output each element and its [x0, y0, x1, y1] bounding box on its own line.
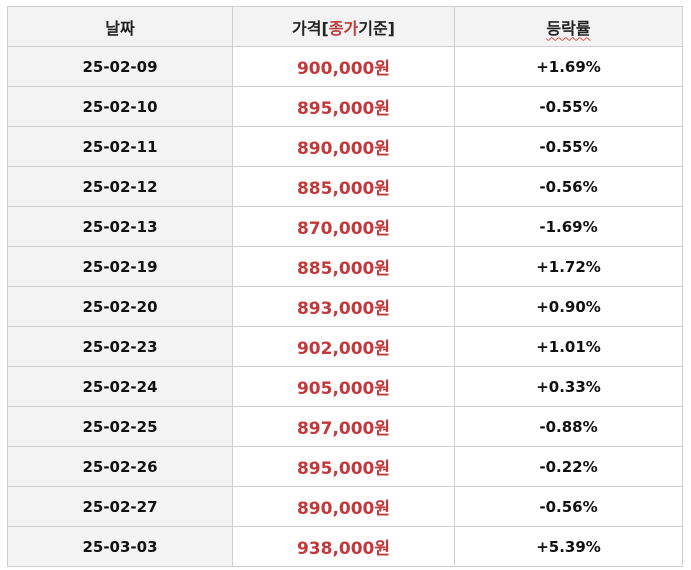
row-price: 885,000원: [232, 166, 455, 207]
table-row: 25-02-09 900,000원 +1.69%: [7, 46, 683, 87]
row-price: 893,000원: [232, 286, 455, 327]
header-price-suffix: 기준]: [358, 18, 395, 38]
row-change: +1.69%: [454, 46, 683, 87]
row-change: -0.56%: [454, 486, 683, 527]
row-date: 25-02-09: [7, 46, 233, 87]
table-row: 25-02-23 902,000원 +1.01%: [7, 326, 683, 367]
table-header: 날짜 가격[종가기준] 등락률: [7, 6, 683, 47]
row-date: 25-02-24: [7, 366, 233, 407]
row-date: 25-03-03: [7, 526, 233, 567]
row-price: 890,000원: [232, 486, 455, 527]
header-price: 가격[종가기준]: [232, 6, 455, 47]
row-date: 25-02-25: [7, 406, 233, 447]
row-change: -0.22%: [454, 446, 683, 487]
header-date: 날짜: [7, 6, 233, 47]
table-row: 25-02-12 885,000원 -0.56%: [7, 166, 683, 207]
table-row: 25-02-10 895,000원 -0.55%: [7, 86, 683, 127]
row-price: 897,000원: [232, 406, 455, 447]
row-date: 25-02-19: [7, 246, 233, 287]
table-row: 25-02-19 885,000원 +1.72%: [7, 246, 683, 287]
table-row: 25-02-11 890,000원 -0.55%: [7, 126, 683, 167]
table-row: 25-02-20 893,000원 +0.90%: [7, 286, 683, 327]
header-change: 등락률: [454, 6, 683, 47]
row-change: -0.56%: [454, 166, 683, 207]
header-row: 날짜 가격[종가기준] 등락률: [7, 6, 683, 47]
row-price: 895,000원: [232, 446, 455, 487]
row-change: +5.39%: [454, 526, 683, 567]
row-change: +1.72%: [454, 246, 683, 287]
header-change-label: 등락률: [546, 18, 591, 38]
row-change: -0.55%: [454, 86, 683, 127]
row-change: +0.90%: [454, 286, 683, 327]
price-table-container: 날짜 가격[종가기준] 등락률 25-02-09 900,000원 +1.69%…: [7, 6, 683, 567]
row-change: -0.88%: [454, 406, 683, 447]
row-price: 895,000원: [232, 86, 455, 127]
row-change: +1.01%: [454, 326, 683, 367]
row-date: 25-02-26: [7, 446, 233, 487]
table-row: 25-02-13 870,000원 -1.69%: [7, 206, 683, 247]
row-price: 900,000원: [232, 46, 455, 87]
header-price-prefix: 가격[: [292, 18, 329, 38]
row-price: 905,000원: [232, 366, 455, 407]
row-change: -1.69%: [454, 206, 683, 247]
row-price: 870,000원: [232, 206, 455, 247]
table-row: 25-02-27 890,000원 -0.56%: [7, 486, 683, 527]
row-date: 25-02-11: [7, 126, 233, 167]
row-date: 25-02-23: [7, 326, 233, 367]
row-date: 25-02-13: [7, 206, 233, 247]
row-date: 25-02-20: [7, 286, 233, 327]
table-row: 25-02-26 895,000원 -0.22%: [7, 446, 683, 487]
table-row: 25-03-03 938,000원 +5.39%: [7, 526, 683, 567]
row-change: +0.33%: [454, 366, 683, 407]
table-row: 25-02-24 905,000원 +0.33%: [7, 366, 683, 407]
table-row: 25-02-25 897,000원 -0.88%: [7, 406, 683, 447]
row-change: -0.55%: [454, 126, 683, 167]
row-date: 25-02-10: [7, 86, 233, 127]
price-table: 날짜 가격[종가기준] 등락률 25-02-09 900,000원 +1.69%…: [7, 6, 683, 567]
header-price-accent: 종가: [328, 18, 359, 38]
table-body: 25-02-09 900,000원 +1.69% 25-02-10 895,00…: [7, 46, 683, 567]
row-price: 890,000원: [232, 126, 455, 167]
row-date: 25-02-27: [7, 486, 233, 527]
row-price: 885,000원: [232, 246, 455, 287]
row-price: 938,000원: [232, 526, 455, 567]
row-price: 902,000원: [232, 326, 455, 367]
row-date: 25-02-12: [7, 166, 233, 207]
